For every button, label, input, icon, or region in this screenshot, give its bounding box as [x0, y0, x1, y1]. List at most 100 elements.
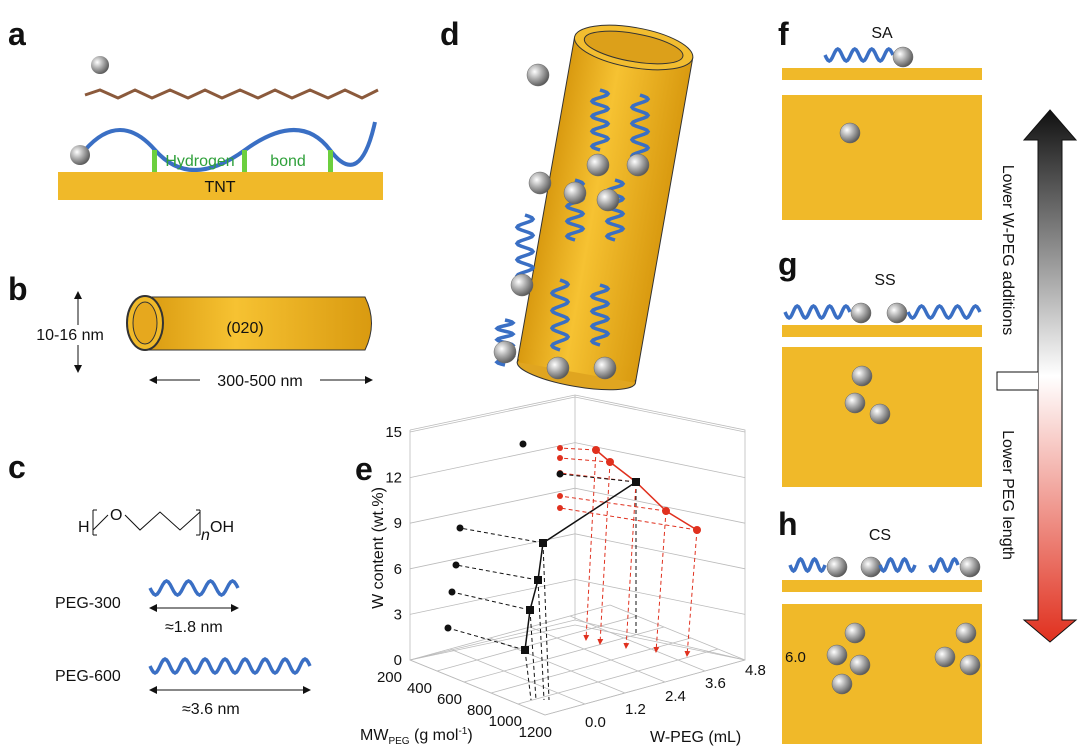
- projection-dot: [557, 505, 563, 511]
- w-atom: [70, 145, 90, 165]
- point: [632, 478, 640, 486]
- projection: [559, 507, 698, 531]
- model-name: CS: [869, 527, 891, 544]
- point: [534, 576, 542, 584]
- projection-dot: [448, 588, 456, 596]
- w-atom: [546, 356, 570, 380]
- axis-title-part: -1: [458, 726, 467, 737]
- w-atom: [626, 153, 650, 177]
- projection: [559, 447, 597, 451]
- axis-title: W-PEG (mL): [650, 729, 741, 746]
- surface: [782, 68, 982, 80]
- point: [526, 606, 534, 614]
- formula: OH: [210, 519, 234, 536]
- z-tick-label: 3: [394, 606, 402, 623]
- peg-label: PEG-300: [55, 595, 121, 612]
- grid-line: [489, 637, 626, 694]
- data-traces: [444, 440, 701, 701]
- model-name: SS: [874, 272, 895, 289]
- grid-line: [544, 659, 746, 716]
- w-atom: [493, 340, 517, 364]
- drop-line: [653, 510, 667, 653]
- grid-line: [436, 615, 638, 672]
- panel-label: f: [778, 16, 789, 52]
- grid-line: [609, 604, 746, 661]
- w-atom: [844, 392, 866, 414]
- surface: [782, 580, 982, 592]
- projection-dot: [456, 524, 464, 532]
- panel-label: a: [8, 16, 26, 52]
- z-tick-label: 6: [394, 561, 402, 578]
- projection-dot: [556, 470, 564, 478]
- bracket: [996, 371, 1038, 391]
- drop-line: [684, 529, 698, 657]
- peg-chain: [148, 579, 240, 597]
- drop-line: [583, 449, 597, 641]
- grid-line: [409, 659, 546, 716]
- panel-label: e: [355, 451, 373, 487]
- projection-dot: [557, 455, 563, 461]
- grid-line: [449, 648, 586, 705]
- peg-chain: [928, 556, 960, 574]
- peg-chain: [629, 93, 651, 162]
- w-atom: [860, 556, 882, 578]
- w-atom: [839, 122, 861, 144]
- arrow-label: Lower W-PEG additions: [999, 165, 1016, 335]
- tube-hole: [132, 301, 158, 345]
- w-atom: [886, 302, 908, 324]
- w-atom: [528, 171, 552, 195]
- grid-line: [409, 624, 746, 661]
- peg-chain: [549, 278, 571, 352]
- panel-label: d: [440, 16, 460, 52]
- hbond-label: bond: [270, 153, 306, 170]
- grid-line: [569, 615, 706, 672]
- drop-line: [542, 542, 550, 701]
- point: [521, 646, 529, 654]
- length-label: 300-500 nm: [217, 373, 302, 390]
- axis-title-part: ): [467, 727, 472, 744]
- w-atom: [869, 403, 891, 425]
- y-tick-label: 0.0: [585, 714, 606, 731]
- y-tick-label: 3.6: [705, 675, 726, 692]
- drop-line: [597, 461, 611, 645]
- point: [662, 507, 670, 515]
- axis-title-part: (g mol: [410, 727, 459, 744]
- w-atom: [959, 654, 981, 676]
- point: [519, 440, 527, 448]
- w-atom: [826, 644, 848, 666]
- w-atom: [959, 556, 981, 578]
- bulk: [782, 95, 982, 220]
- point: [592, 446, 600, 454]
- grid-line: [529, 626, 666, 683]
- peg-chain: [589, 283, 611, 347]
- x-tick-label: 1200: [519, 724, 552, 741]
- peg-length: ≈1.8 nm: [165, 619, 223, 636]
- y-tick-label: 2.4: [665, 688, 686, 705]
- peg-chain: [783, 303, 852, 321]
- projection: [447, 627, 526, 651]
- grid-line: [409, 442, 746, 478]
- drop-line: [529, 609, 537, 701]
- z-tick-label: 9: [394, 515, 402, 532]
- projection: [455, 564, 539, 581]
- axis-title: MWPEG (g mol-1): [360, 726, 473, 747]
- w-atom: [831, 673, 853, 695]
- bonds: [92, 511, 201, 531]
- projection: [559, 495, 667, 512]
- projection-dot: [452, 561, 460, 569]
- grid-line: [409, 578, 746, 615]
- grid-line: [517, 648, 719, 705]
- w-atom: [593, 356, 617, 380]
- model-name: SA: [871, 25, 893, 42]
- grid-line: [463, 626, 665, 683]
- axis-title-part: MW: [360, 727, 389, 744]
- nanotube: [144, 296, 372, 351]
- peg-chain: [878, 556, 917, 574]
- w-atom: [934, 646, 956, 668]
- hbond-label: Hydrogen: [165, 153, 234, 170]
- facet-label: (020): [226, 320, 263, 337]
- trace: [524, 481, 637, 651]
- drop-line: [537, 579, 545, 701]
- panel-label: h: [778, 506, 798, 542]
- peg-chain: [589, 88, 611, 152]
